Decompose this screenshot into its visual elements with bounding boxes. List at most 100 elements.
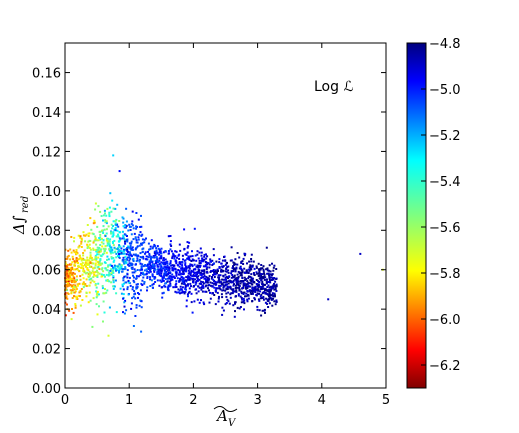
scatter-point [112,244,115,247]
scatter-point [146,258,149,261]
scatter-point [79,278,82,281]
scatter-point [128,256,131,259]
scatter-point [129,257,132,260]
scatter-point [265,289,268,292]
scatter-point [132,274,134,277]
scatter-point [221,265,224,268]
scatter-point [225,275,228,278]
scatter-point [200,286,203,289]
scatter-point [218,295,220,298]
scatter-point [148,263,151,266]
scatter-point [211,259,214,262]
scatter-point [203,253,206,256]
scatter-point [218,279,221,282]
scatter-point [160,267,163,270]
scatter-point [265,246,268,249]
scatter-point [237,280,240,283]
scatter-point [76,260,79,262]
scatter-point [98,272,101,275]
scatter-point [94,254,97,257]
scatter-point [120,265,123,268]
scatter-point [89,217,92,220]
scatter-point [183,247,186,250]
scatter-point [92,241,95,244]
scatter-point [76,296,79,299]
scatter-point [75,288,78,290]
scatter-point [80,242,83,245]
scatter-point [82,252,85,254]
scatter-point [234,270,237,273]
scatter-point [131,246,134,249]
scatter-point [158,248,161,251]
scatter-point [242,263,245,265]
scatter-point [214,273,217,276]
scatter-point [136,259,139,262]
scatter-point [161,261,164,264]
scatter-point [144,251,147,254]
scatter-point [116,223,119,226]
scatter-point [244,279,246,282]
scatter-point [252,289,255,292]
scatter-point [143,269,146,272]
scatter-point [108,280,111,283]
scatter-point [269,279,271,282]
scatter-point [203,255,206,258]
scatter-point [82,281,85,284]
scatter-point [128,276,131,279]
scatter-point [82,277,85,280]
scatter-point [214,269,217,272]
scatter-point [138,260,141,263]
scatter-point [108,213,111,216]
scatter-point [160,255,163,258]
scatter-point [167,286,170,289]
scatter-point [242,279,245,282]
scatter-point [163,259,165,262]
scatter-point [257,262,260,265]
scatter-point [217,297,220,300]
scatter-point [73,295,75,298]
scatter-point [124,266,127,269]
scatter-point [129,246,132,249]
x-tick-label: 4 [318,393,326,408]
scatter-point [275,285,278,288]
scatter-point [153,252,156,255]
scatter-point [169,248,172,251]
scatter-point [106,255,109,258]
scatter-point [203,274,206,277]
plot-frame [64,42,387,389]
scatter-point [88,270,91,273]
scatter-point [164,278,167,281]
scatter-point [268,298,271,301]
scatter-point [271,292,274,295]
scatter-point [99,210,102,213]
scatter-point [198,286,201,289]
scatter-point [142,255,145,258]
scatter-point [270,297,272,300]
scatter-point [216,281,219,284]
scatter-point [136,245,139,248]
scatter-point [81,299,84,301]
scatter-point [118,268,121,271]
scatter-point [97,253,100,256]
scatter-point [131,224,134,227]
scatter-point [246,287,249,290]
scatter-point [246,262,248,265]
scatter-point [72,276,75,279]
scatter-point [107,264,110,267]
scatter-point [95,239,98,242]
scatter-point [174,250,177,253]
scatter-point [143,273,146,276]
scatter-point [251,291,254,294]
scatter-point [249,275,252,278]
scatter-point [195,271,198,274]
scatter-point [196,264,199,267]
scatter-point [243,302,246,305]
scatter-point [151,256,154,259]
scatter-point [202,282,205,285]
scatter-point [101,267,104,270]
scatter-point [179,285,182,288]
scatter-point [240,274,243,277]
scatter-point [123,226,126,229]
scatter-point [169,235,172,237]
scatter-point [185,305,188,308]
